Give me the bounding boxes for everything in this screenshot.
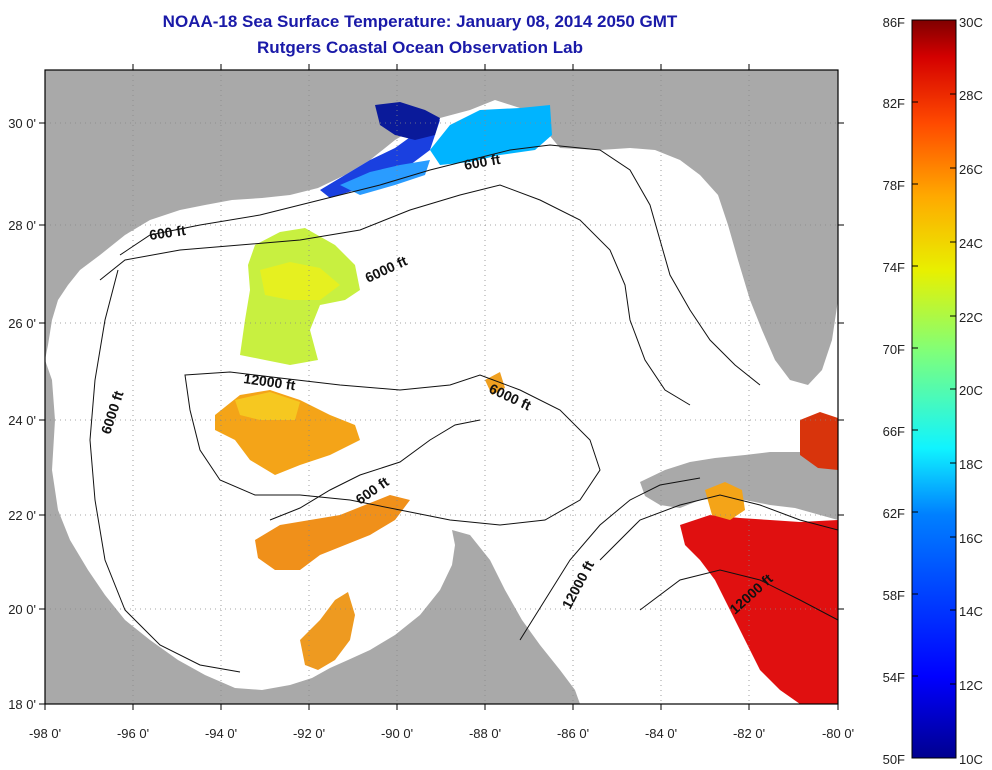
x-tick: -90 0' (381, 726, 413, 741)
lat-lon-grid (45, 70, 838, 704)
cb-f-label: 70F (883, 342, 905, 357)
label-600ft-west: 600 ft (148, 222, 187, 243)
x-tick: -80 0' (822, 726, 854, 741)
x-tick: -84 0' (645, 726, 677, 741)
cb-f-label: 66F (883, 424, 905, 439)
cb-f-label: 82F (883, 96, 905, 111)
x-tick: -86 0' (557, 726, 589, 741)
cb-c-label: 26C (959, 162, 983, 177)
x-tick: -82 0' (733, 726, 765, 741)
sst-cold-shelf (320, 120, 440, 198)
contour-12000ft-cuba (599, 494, 838, 561)
cb-f-label: 74F (883, 260, 905, 275)
label-600ft-north: 600 ft (463, 151, 502, 173)
mexico-land (45, 360, 580, 704)
plot-frame (44, 69, 839, 705)
cb-f-label: 86F (883, 15, 905, 30)
y-tick: 20 0' (8, 602, 36, 617)
x-tick: -94 0' (205, 726, 237, 741)
cb-c-label: 30C (959, 15, 983, 30)
contour-cuba-south (639, 569, 838, 621)
sst-orange-south (255, 495, 410, 570)
sst-orange-small (485, 372, 505, 395)
cb-c-label: 10C (959, 752, 983, 767)
sst-green-patch-2 (260, 262, 340, 300)
frame-ticks (39, 64, 844, 710)
contour-600ft (119, 144, 761, 386)
cb-c-label: 24C (959, 236, 983, 251)
label-12000ft-central: 12000 ft (243, 370, 297, 393)
sst-cold-patch (375, 102, 440, 140)
contour-600ft-yucatan (269, 419, 481, 521)
sst-yellow-orange (235, 392, 300, 420)
sst-red-keys (800, 412, 838, 470)
y-tick: 24 0' (8, 413, 36, 428)
contour-6000ft-west (89, 269, 241, 673)
colorbar-ticks (912, 93, 956, 685)
contour-12000ft-east (519, 477, 701, 641)
sst-cold-shelf-3 (340, 160, 430, 195)
sst-red-region (680, 515, 838, 704)
cb-f-label: 50F (883, 752, 905, 767)
sst-orange-campeche (300, 592, 355, 670)
y-tick: 30 0' (8, 116, 36, 131)
y-tick: 18 0' (8, 697, 36, 712)
sst-orange-yucatan (705, 482, 745, 520)
cb-c-label: 28C (959, 88, 983, 103)
cb-c-label: 22C (959, 310, 983, 325)
cb-c-label: 18C (959, 457, 983, 472)
cb-c-label: 12C (959, 678, 983, 693)
y-tick: 22 0' (8, 508, 36, 523)
cb-f-label: 78F (883, 178, 905, 193)
cb-f-label: 54F (883, 670, 905, 685)
colorbar (911, 19, 957, 759)
map-subtitle: Rutgers Coastal Ocean Observation Lab (257, 38, 583, 57)
cb-c-label: 14C (959, 604, 983, 619)
x-tick: -88 0' (469, 726, 501, 741)
cb-c-label: 16C (959, 531, 983, 546)
cb-c-label: 20C (959, 383, 983, 398)
x-tick: -98 0' (29, 726, 61, 741)
us-gulf-coast-land (45, 70, 838, 385)
map-title: NOAA-18 Sea Surface Temperature: January… (162, 12, 678, 31)
cb-f-label: 62F (883, 506, 905, 521)
x-tick: -92 0' (293, 726, 325, 741)
contour-6000ft (99, 184, 691, 406)
cb-f-label: 58F (883, 588, 905, 603)
contour-12000ft (184, 371, 601, 526)
sst-cold-shelf-2 (430, 105, 552, 165)
x-tick: -96 0' (117, 726, 149, 741)
y-tick: 26 0' (8, 316, 36, 331)
y-tick: 28 0' (8, 218, 36, 233)
